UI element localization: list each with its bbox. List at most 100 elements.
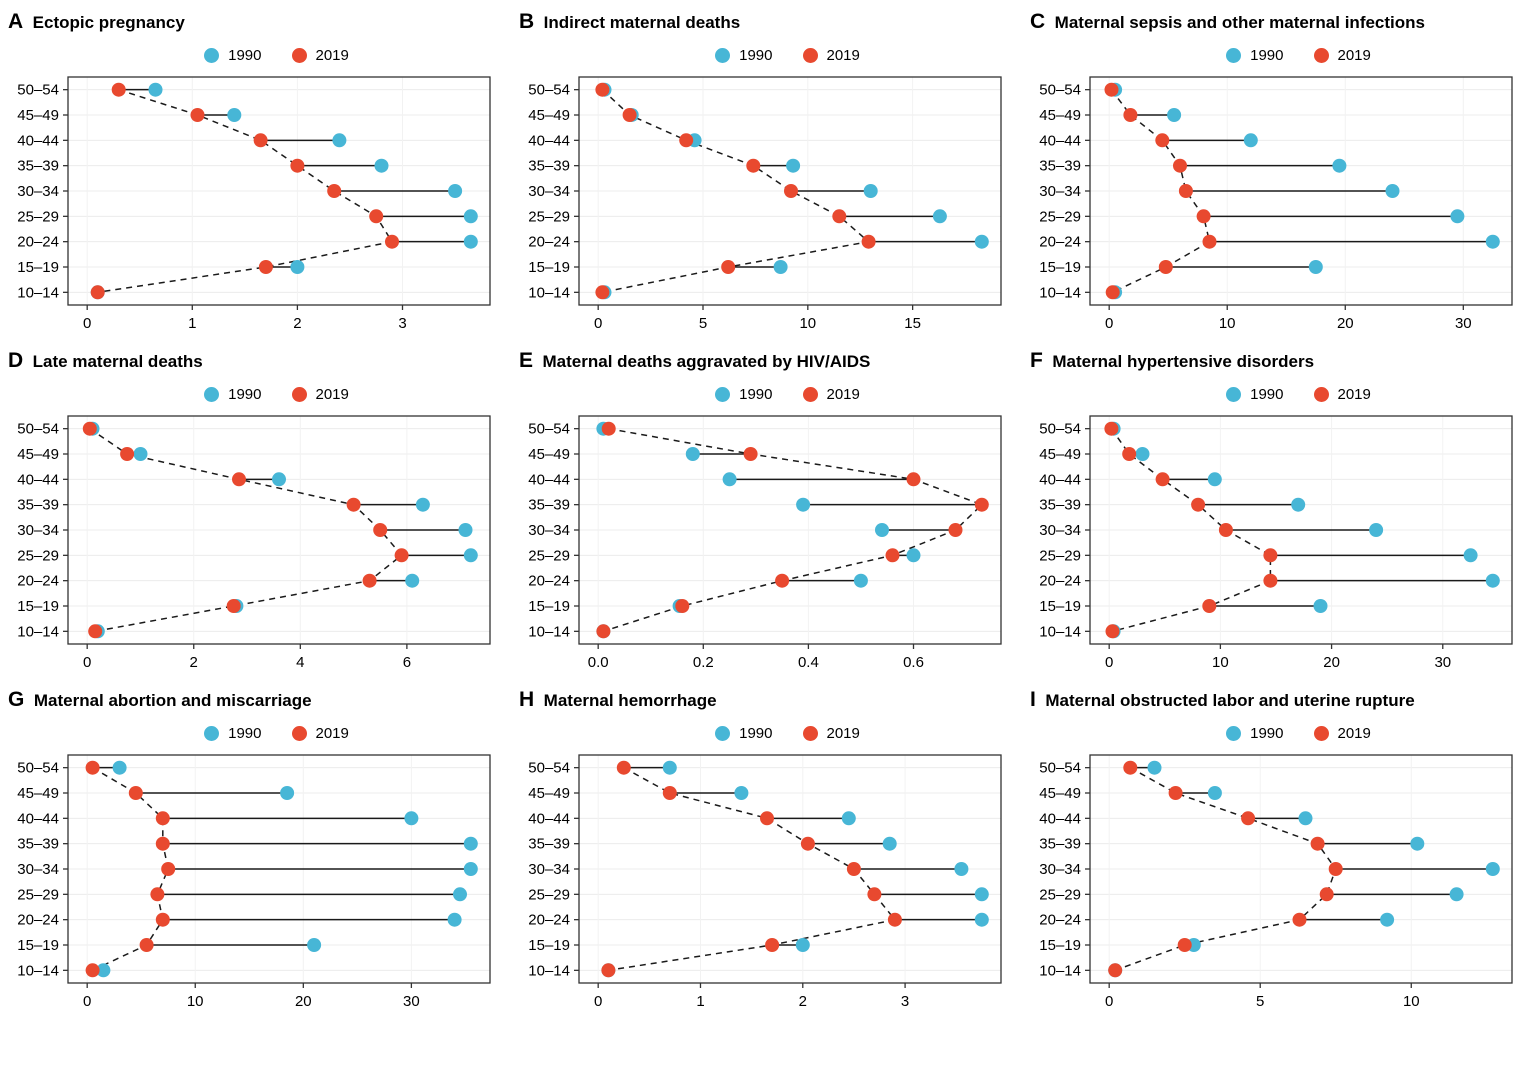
legend-item-1990: 1990 [204,47,262,64]
svg-text:45–49: 45–49 [17,107,59,124]
svg-text:25–29: 25–29 [17,547,59,564]
svg-text:15–19: 15–19 [17,259,59,276]
svg-text:10–14: 10–14 [17,623,59,640]
svg-text:40–44: 40–44 [17,471,59,488]
svg-text:20: 20 [1323,654,1340,671]
panel-letter: E [519,349,534,372]
panel-letter: H [519,688,535,711]
svg-text:45–49: 45–49 [528,785,570,802]
svg-text:0.4: 0.4 [798,654,819,671]
legend-item-1990: 1990 [715,47,773,64]
svg-text:45–49: 45–49 [528,446,570,463]
legend-dot-2019-icon [802,48,818,63]
svg-text:30–34: 30–34 [1039,183,1081,200]
legend-label-1990: 1990 [739,725,773,742]
svg-text:25–29: 25–29 [17,208,59,225]
legend-label-1990: 1990 [228,386,262,403]
svg-text:0.0: 0.0 [588,654,609,671]
svg-text:40–44: 40–44 [17,132,59,149]
svg-text:20–24: 20–24 [528,573,570,590]
svg-text:3: 3 [398,315,406,332]
panel-letter: I [1030,688,1037,711]
dumbbell-chart: 0 2 4 6 50–54 45–49 40–44 35–39 30–34 25–29 20–24 1… [17,415,491,671]
legend-label-1990: 1990 [228,725,262,742]
svg-text:50–54: 50–54 [1039,82,1081,99]
panel-letter: F [1030,349,1044,372]
svg-text:10: 10 [1403,993,1420,1010]
legend: 1990 2019 [1068,47,1529,64]
dumbbell-chart: 0.0 0.2 0.4 0.6 50–54 45–49 40–44 35–39 30–34 25–… [528,415,1002,671]
panel-a: A Ectopic pregnancy 1990 2019 0 1 2 3 50–54 4… [6,8,507,343]
panel-name: Indirect maternal deaths [543,13,741,32]
legend-item-2019: 2019 [291,725,349,742]
svg-text:20–24: 20–24 [528,234,570,251]
svg-text:20: 20 [1337,315,1354,332]
panel-letter: D [8,349,24,372]
legend-item-2019: 2019 [802,725,860,742]
svg-text:40–44: 40–44 [1039,471,1081,488]
svg-text:30: 30 [1455,315,1472,332]
legend-item-2019: 2019 [291,47,349,64]
svg-text:35–39: 35–39 [1039,158,1081,175]
svg-text:0: 0 [83,993,91,1010]
svg-text:45–49: 45–49 [17,785,59,802]
svg-text:30–34: 30–34 [528,861,570,878]
dumbbell-chart: 0 1 2 3 50–54 45–49 40–44 35–39 30–34 25–29 20–24 1… [17,76,491,332]
legend-dot-1990-icon [204,726,220,741]
svg-text:20–24: 20–24 [17,573,59,590]
svg-text:5: 5 [1256,993,1264,1010]
legend-dot-1990-icon [715,726,731,741]
svg-text:35–39: 35–39 [528,158,570,175]
panel-b: B Indirect maternal deaths 1990 2019 0 5 1… [517,8,1018,343]
svg-text:20–24: 20–24 [1039,912,1081,929]
panel-name: Maternal hypertensive disorders [1052,352,1315,371]
legend-label-2019: 2019 [826,386,860,403]
legend: 1990 2019 [46,386,507,403]
svg-text:10–14: 10–14 [1039,962,1081,979]
svg-text:20–24: 20–24 [1039,234,1081,251]
svg-text:20: 20 [295,993,312,1010]
svg-text:10–14: 10–14 [1039,284,1081,301]
svg-text:10–14: 10–14 [1039,623,1081,640]
legend-dot-1990-icon [204,387,220,402]
legend-label-1990: 1990 [228,47,262,64]
dumbbell-chart: 0 10 20 30 50–54 45–49 40–44 35–39 30–34 25–29 20–… [1039,415,1513,671]
svg-text:30–34: 30–34 [17,183,59,200]
panel-c: C Maternal sepsis and other maternal inf… [1028,8,1529,343]
panel-title: C Maternal sepsis and other maternal inf… [1030,10,1529,34]
legend-label-2019: 2019 [315,725,349,742]
svg-text:40–44: 40–44 [1039,810,1081,827]
svg-text:30–34: 30–34 [528,522,570,539]
panel-letter: A [8,10,24,33]
svg-text:35–39: 35–39 [17,497,59,514]
svg-text:30–34: 30–34 [1039,522,1081,539]
svg-text:25–29: 25–29 [1039,886,1081,903]
panel-i: I Maternal obstructed labor and uterine … [1028,686,1529,1021]
panel-name: Maternal obstructed labor and uterine ru… [1045,691,1415,710]
svg-text:2: 2 [799,993,807,1010]
svg-text:0: 0 [1105,993,1113,1010]
svg-text:50–54: 50–54 [1039,760,1081,777]
legend: 1990 2019 [557,386,1018,403]
svg-text:0: 0 [594,993,602,1010]
legend: 1990 2019 [46,725,507,742]
svg-text:45–49: 45–49 [1039,107,1081,124]
svg-text:3: 3 [901,993,909,1010]
legend-item-1990: 1990 [204,386,262,403]
svg-text:25–29: 25–29 [1039,208,1081,225]
panel-title: E Maternal deaths aggravated by HIV/AIDS [519,349,1018,373]
svg-text:20–24: 20–24 [528,912,570,929]
svg-text:40–44: 40–44 [528,471,570,488]
legend: 1990 2019 [1068,725,1529,742]
svg-text:25–29: 25–29 [528,886,570,903]
legend-dot-1990-icon [1226,387,1242,402]
svg-text:0: 0 [83,654,91,671]
svg-text:30: 30 [403,993,420,1010]
svg-text:15–19: 15–19 [528,598,570,615]
svg-text:0: 0 [1105,315,1113,332]
legend-dot-1990-icon [715,48,731,63]
panel-name: Maternal abortion and miscarriage [33,691,312,710]
svg-text:30–34: 30–34 [17,522,59,539]
legend-item-1990: 1990 [1226,725,1284,742]
svg-text:0: 0 [1105,654,1113,671]
